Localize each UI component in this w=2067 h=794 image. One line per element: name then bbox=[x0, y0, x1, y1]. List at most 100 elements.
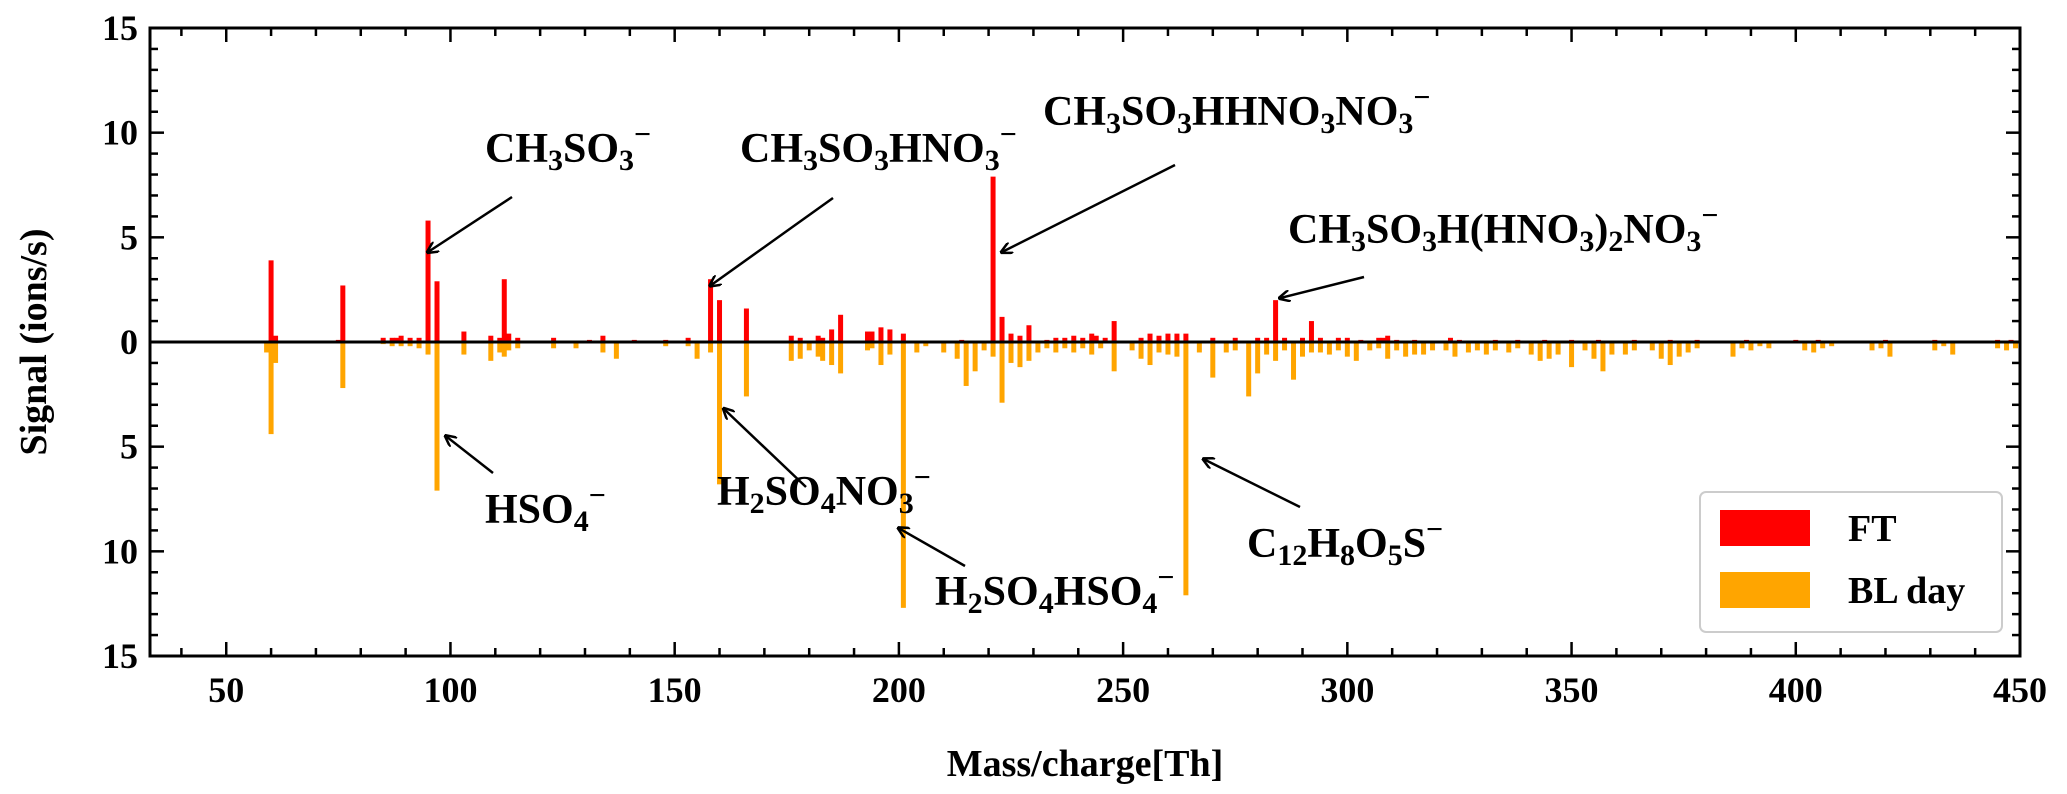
bar-bl-day-mz-376 bbox=[1685, 342, 1691, 353]
bar-ft-mz-225 bbox=[1008, 333, 1014, 342]
bar-bl-day-mz-267 bbox=[1196, 342, 1202, 353]
annotation-label-part: 3 bbox=[1177, 107, 1192, 140]
bar-bl-day-mz-59 bbox=[264, 342, 270, 353]
annotation-label-part: 2 bbox=[750, 487, 765, 520]
bar-ft-mz-256 bbox=[1147, 333, 1153, 342]
bar-bl-day-mz-256 bbox=[1147, 342, 1153, 366]
bar-ft-mz-115 bbox=[515, 337, 521, 342]
bar-bl-day-mz-239 bbox=[1071, 342, 1077, 353]
bar-bl-day-mz-305 bbox=[1367, 342, 1373, 351]
bar-ft-mz-286 bbox=[1282, 337, 1288, 342]
bar-bl-day-mz-421 bbox=[1887, 342, 1893, 357]
annotation-label-part: − bbox=[1157, 561, 1174, 594]
bar-ft-mz-243 bbox=[1089, 333, 1095, 342]
annotation-arrow bbox=[428, 195, 513, 252]
bar-bl-day-mz-264 bbox=[1183, 342, 1189, 596]
annotation-label-part: ) bbox=[1594, 207, 1608, 253]
bar-bl-day-mz-392 bbox=[1757, 342, 1763, 347]
bar-bl-day-mz-103 bbox=[461, 342, 467, 355]
bar-bl-day-mz-296 bbox=[1326, 342, 1332, 355]
bar-bl-day-mz-128 bbox=[573, 342, 579, 349]
bar-bl-day-mz-235 bbox=[1053, 342, 1059, 353]
bar-bl-day-mz-221 bbox=[990, 342, 996, 357]
annotation-label-part: SO bbox=[765, 469, 821, 515]
bar-bl-day-mz-180 bbox=[806, 342, 812, 351]
bar-bl-day-mz-275 bbox=[1232, 342, 1238, 351]
bar-bl-day-mz-315 bbox=[1412, 342, 1418, 355]
annotation-label-part: 3 bbox=[803, 144, 818, 177]
bar-bl-day-mz-319 bbox=[1430, 342, 1436, 351]
annotation-arrow bbox=[1280, 275, 1365, 298]
x-tick-label: 400 bbox=[1769, 670, 1823, 710]
bar-ft-mz-178 bbox=[797, 337, 803, 342]
bar-bl-day-mz-213 bbox=[954, 342, 960, 359]
y-tick-label: 5 bbox=[120, 427, 138, 467]
bar-bl-day-mz-292 bbox=[1308, 342, 1314, 353]
annotation-label-part: SO bbox=[563, 126, 619, 172]
annotation-label-part: − bbox=[1426, 513, 1443, 546]
bar-bl-day-mz-374 bbox=[1676, 342, 1682, 357]
legend-swatch-bl-day bbox=[1720, 572, 1810, 608]
bar-ft-mz-264 bbox=[1183, 333, 1189, 342]
annotation-label-part: NO bbox=[1335, 89, 1398, 135]
annotation-label-part: NO bbox=[1623, 207, 1686, 253]
bar-ft-mz-89 bbox=[398, 335, 404, 342]
bar-ft-mz-85 bbox=[380, 337, 386, 342]
bar-ft-mz-229 bbox=[1026, 325, 1032, 342]
annotation-label-part: 3 bbox=[985, 144, 1000, 177]
bar-bl-day-mz-183 bbox=[820, 342, 826, 361]
annotation-label-part: 3 bbox=[899, 487, 914, 520]
bar-bl-day-mz-187 bbox=[838, 342, 844, 374]
bar-ft-mz-248 bbox=[1111, 321, 1117, 342]
bar-ft-mz-194 bbox=[869, 331, 875, 342]
bar-bl-day-mz-345 bbox=[1546, 342, 1552, 359]
annotation-label-part: 2 bbox=[1608, 225, 1623, 258]
bar-bl-day-mz-433 bbox=[1941, 342, 1947, 347]
bar-bl-day-mz-388 bbox=[1739, 342, 1745, 349]
annotation-label-part: HSO bbox=[1054, 569, 1143, 615]
bar-bl-day-mz-364 bbox=[1631, 342, 1637, 351]
bar-bl-day-mz-89 bbox=[398, 342, 404, 347]
legend: FT BL day bbox=[1699, 491, 2003, 633]
bar-ft-mz-254 bbox=[1138, 337, 1144, 342]
annotation-label-part: − bbox=[1701, 199, 1718, 232]
bar-ft-mz-290 bbox=[1299, 337, 1305, 342]
bar-bl-day-mz-362 bbox=[1622, 342, 1628, 355]
bar-bl-day-mz-252 bbox=[1129, 342, 1135, 351]
bar-bl-day-mz-324 bbox=[1452, 342, 1458, 357]
bar-bl-day-mz-215 bbox=[963, 342, 969, 386]
bar-bl-day-mz-76 bbox=[340, 342, 346, 389]
bar-bl-day-mz-284 bbox=[1273, 342, 1279, 361]
bar-ft-mz-244 bbox=[1093, 335, 1099, 342]
bar-ft-mz-158 bbox=[708, 279, 714, 342]
bar-bl-day-mz-166 bbox=[743, 342, 749, 397]
annotation-label-part: HSO bbox=[485, 487, 574, 533]
annotation-label-part: SO bbox=[983, 569, 1039, 615]
annotation-label: H2SO4HSO4− bbox=[935, 561, 1175, 620]
bar-bl-day-mz-111 bbox=[497, 342, 503, 353]
annotation-label-part: 3 bbox=[1686, 225, 1701, 258]
annotation-label: C12H8O5S− bbox=[1247, 513, 1443, 572]
bar-bl-day-mz-302 bbox=[1353, 342, 1359, 361]
annotation-label-part: O bbox=[1355, 521, 1388, 567]
annotation-label-part: 4 bbox=[1142, 587, 1157, 620]
bar-ft-mz-60 bbox=[268, 260, 274, 342]
bar-ft-mz-292 bbox=[1308, 321, 1314, 342]
bar-ft-mz-182 bbox=[815, 335, 821, 342]
bar-ft-mz-134 bbox=[600, 335, 606, 342]
bar-bl-day-mz-431 bbox=[1932, 342, 1938, 351]
bar-bl-day-mz-112 bbox=[501, 342, 507, 357]
bar-bl-day-mz-198 bbox=[887, 342, 893, 355]
bar-bl-day-mz-350 bbox=[1569, 342, 1575, 368]
bar-bl-day-mz-194 bbox=[869, 342, 875, 349]
bars-layer bbox=[264, 176, 2019, 608]
bar-bl-day-mz-204 bbox=[914, 342, 920, 353]
annotation-label: H2SO4NO3− bbox=[717, 461, 931, 520]
bar-ft-mz-246 bbox=[1102, 337, 1108, 342]
bar-bl-day-mz-331 bbox=[1483, 342, 1489, 355]
bar-bl-day-mz-260 bbox=[1165, 342, 1171, 355]
bar-bl-day-mz-406 bbox=[1820, 342, 1826, 349]
bar-bl-day-mz-309 bbox=[1385, 342, 1391, 359]
annotation-label-part: 12 bbox=[1277, 539, 1307, 572]
annotation-arrow bbox=[1204, 459, 1301, 509]
